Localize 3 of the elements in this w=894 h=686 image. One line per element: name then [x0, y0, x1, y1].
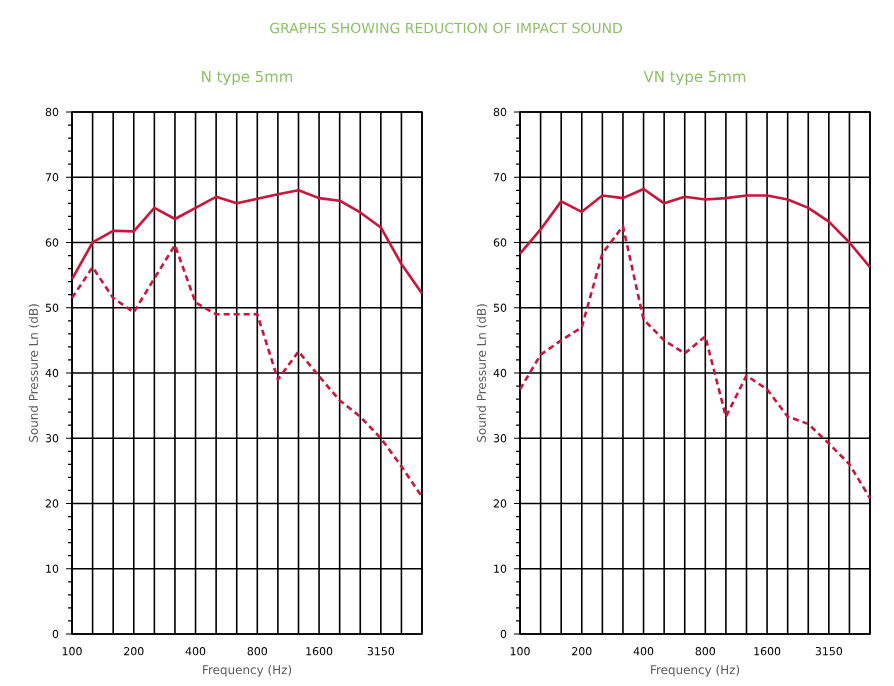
line-series	[518, 224, 872, 500]
line-series	[518, 187, 872, 269]
line-series	[70, 188, 424, 295]
